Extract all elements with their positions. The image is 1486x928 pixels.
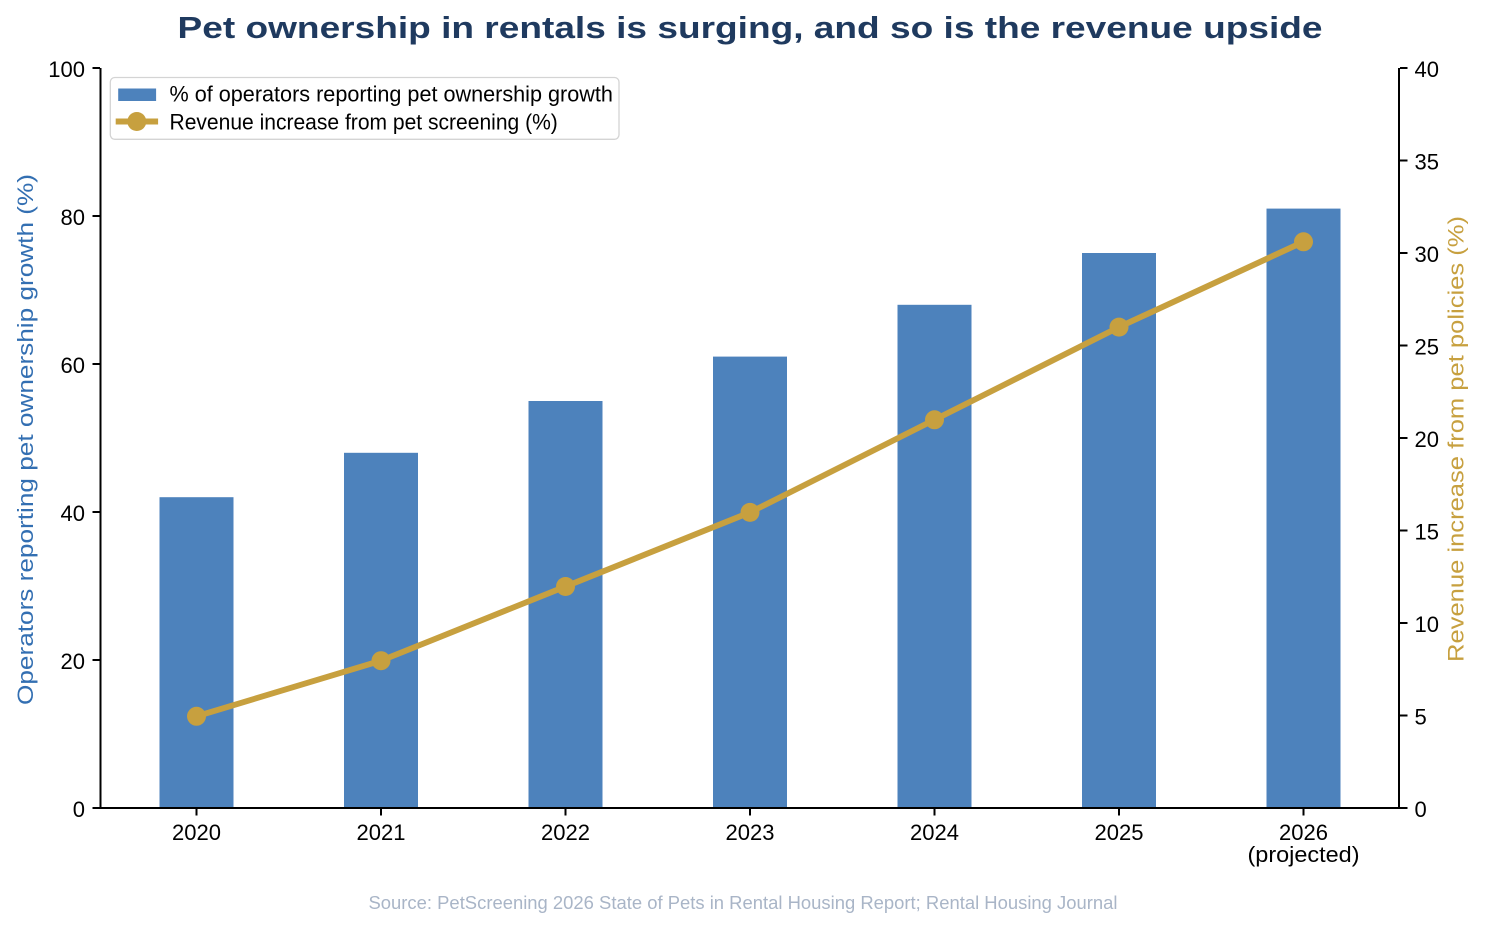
svg-text:0: 0	[73, 797, 85, 822]
svg-text:15: 15	[1415, 519, 1439, 544]
svg-text:100: 100	[48, 57, 85, 82]
svg-text:2022: 2022	[541, 820, 590, 845]
svg-text:25: 25	[1415, 334, 1439, 359]
svg-text:5: 5	[1415, 704, 1427, 729]
svg-text:Pet ownership in rentals is su: Pet ownership in rentals is surging, and…	[178, 10, 1323, 45]
svg-text:Revenue increase from pet poli: Revenue increase from pet policies (%)	[1444, 216, 1469, 662]
svg-text:40: 40	[61, 501, 85, 526]
svg-text:2026: 2026	[1279, 820, 1328, 845]
svg-text:Operators reporting pet owners: Operators reporting pet ownership growth…	[13, 174, 38, 705]
svg-text:60: 60	[61, 353, 85, 378]
svg-text:% of operators reporting pet o: % of operators reporting pet ownership g…	[170, 81, 613, 106]
svg-text:80: 80	[61, 205, 85, 230]
svg-text:10: 10	[1415, 612, 1439, 637]
svg-text:(projected): (projected)	[1248, 842, 1360, 867]
svg-text:40: 40	[1415, 57, 1439, 82]
svg-text:Revenue increase from pet scre: Revenue increase from pet screening (%)	[170, 110, 558, 135]
svg-text:2020: 2020	[172, 820, 221, 845]
svg-text:20: 20	[1415, 427, 1439, 452]
svg-text:2025: 2025	[1095, 820, 1144, 845]
svg-text:30: 30	[1415, 242, 1439, 267]
svg-text:2021: 2021	[357, 820, 406, 845]
svg-text:Source: PetScreening 2026 Stat: Source: PetScreening 2026 State of Pets …	[369, 892, 1118, 913]
svg-text:35: 35	[1415, 149, 1439, 174]
svg-text:2023: 2023	[726, 820, 775, 845]
svg-text:0: 0	[1415, 797, 1427, 822]
svg-text:2024: 2024	[910, 820, 959, 845]
svg-text:20: 20	[61, 649, 85, 674]
